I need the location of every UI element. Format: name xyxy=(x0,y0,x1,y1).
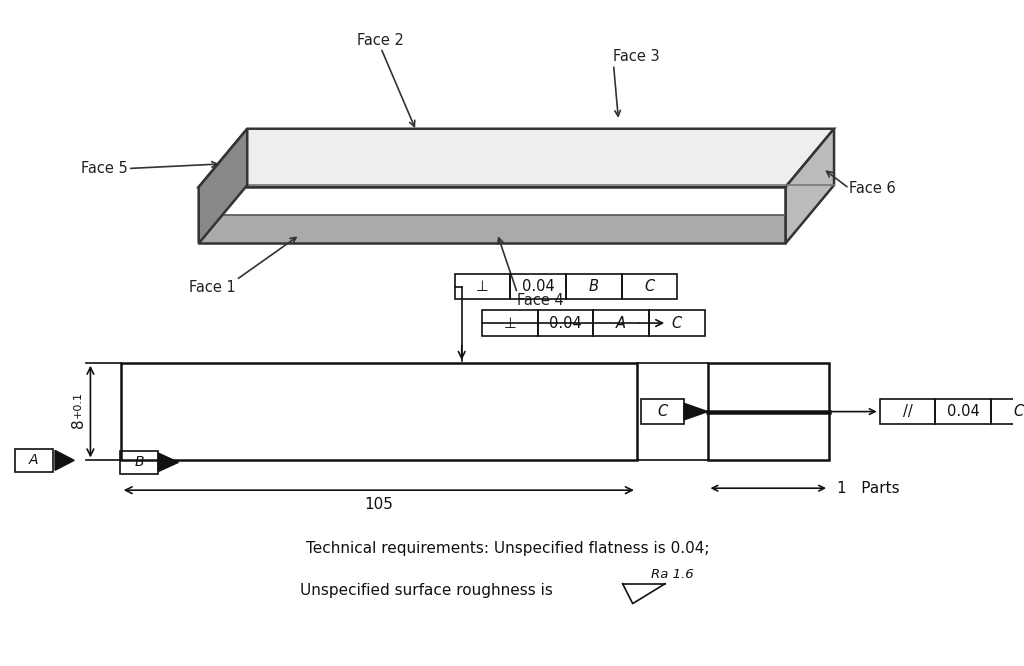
Text: B: B xyxy=(134,456,143,470)
Text: B: B xyxy=(589,279,599,294)
Text: Face 5: Face 5 xyxy=(81,161,128,176)
Bar xyxy=(593,310,649,336)
Text: 0.04: 0.04 xyxy=(946,404,979,419)
Bar xyxy=(991,399,1024,424)
Bar xyxy=(455,274,510,299)
Text: +0.1: +0.1 xyxy=(74,392,83,418)
Text: 0.04: 0.04 xyxy=(522,279,554,294)
Text: Face 4: Face 4 xyxy=(517,293,564,308)
Text: Technical requirements: Unspecified flatness is 0.04;: Technical requirements: Unspecified flat… xyxy=(305,541,709,556)
Text: Face 3: Face 3 xyxy=(613,49,660,65)
Bar xyxy=(641,399,684,424)
Polygon shape xyxy=(158,453,178,472)
Polygon shape xyxy=(684,403,708,420)
FancyArrowPatch shape xyxy=(713,486,824,491)
Bar xyxy=(538,310,593,336)
Polygon shape xyxy=(199,215,785,244)
Bar xyxy=(566,274,622,299)
Bar xyxy=(121,363,637,460)
Bar xyxy=(120,451,158,474)
Text: A: A xyxy=(616,316,626,330)
FancyArrowPatch shape xyxy=(125,487,632,494)
Bar xyxy=(935,399,991,424)
Text: Ra 1.6: Ra 1.6 xyxy=(651,568,693,581)
Bar xyxy=(622,274,677,299)
Text: 8: 8 xyxy=(71,419,86,428)
Text: 0.04: 0.04 xyxy=(549,316,582,330)
Text: Face 2: Face 2 xyxy=(357,33,404,48)
Bar xyxy=(482,310,538,336)
Text: C: C xyxy=(644,279,654,294)
Bar xyxy=(649,310,705,336)
Text: A: A xyxy=(29,454,39,468)
Polygon shape xyxy=(55,450,74,470)
Text: //: // xyxy=(902,404,912,419)
Polygon shape xyxy=(199,129,247,244)
Text: C: C xyxy=(657,404,668,419)
Text: 1   Parts: 1 Parts xyxy=(837,481,900,496)
Text: ⊥: ⊥ xyxy=(476,279,488,294)
Text: Face 1: Face 1 xyxy=(189,280,237,295)
Bar xyxy=(708,363,829,460)
Text: Unspecified surface roughness is: Unspecified surface roughness is xyxy=(300,583,553,598)
Text: ⊥: ⊥ xyxy=(504,316,516,330)
Bar xyxy=(880,399,935,424)
Text: C: C xyxy=(672,316,682,330)
Text: 105: 105 xyxy=(365,497,393,511)
Polygon shape xyxy=(199,187,785,215)
Text: C: C xyxy=(1014,404,1024,419)
FancyArrowPatch shape xyxy=(87,368,94,456)
Bar xyxy=(14,449,53,472)
Polygon shape xyxy=(785,129,834,244)
Polygon shape xyxy=(199,129,834,187)
Bar xyxy=(510,274,566,299)
Text: Face 6: Face 6 xyxy=(849,181,896,196)
